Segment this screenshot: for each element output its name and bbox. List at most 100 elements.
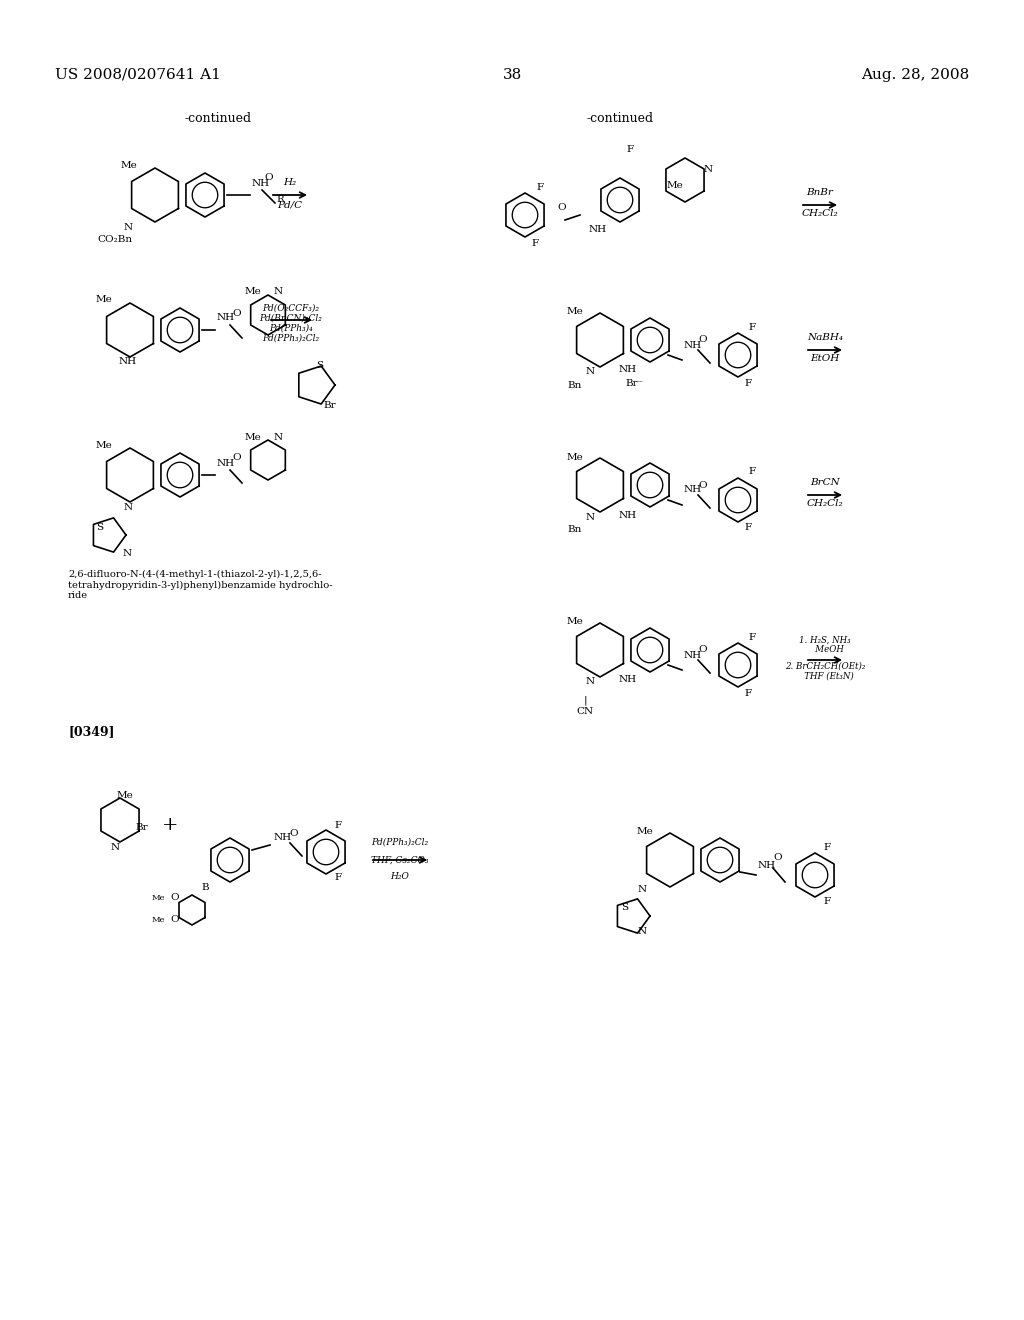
Text: R: R: [276, 195, 284, 205]
Text: NaBH₄: NaBH₄: [807, 333, 843, 342]
Text: Br: Br: [324, 400, 336, 409]
Text: O: O: [558, 202, 566, 211]
Text: N: N: [111, 842, 120, 851]
Text: Pd(PPh₃)₂Cl₂: Pd(PPh₃)₂Cl₂: [372, 838, 429, 847]
Text: O: O: [264, 173, 273, 181]
Text: -continued: -continued: [587, 112, 653, 125]
Text: O: O: [171, 916, 179, 924]
Text: H₂: H₂: [284, 178, 297, 187]
Text: Me: Me: [117, 791, 133, 800]
Text: CH₂Cl₂: CH₂Cl₂: [802, 209, 839, 218]
Text: -continued: -continued: [184, 112, 252, 125]
Text: Me: Me: [566, 453, 584, 462]
Text: Me: Me: [152, 916, 165, 924]
Text: Me: Me: [667, 181, 683, 190]
Text: NH: NH: [217, 458, 236, 467]
Text: F: F: [537, 182, 544, 191]
Text: THF, Cs₂CO₃: THF, Cs₂CO₃: [372, 855, 429, 865]
Text: BnBr: BnBr: [807, 187, 834, 197]
Text: Pd(PPh₃)₂Cl₂: Pd(PPh₃)₂Cl₂: [262, 334, 319, 342]
Text: O: O: [290, 829, 298, 837]
Text: F: F: [744, 379, 752, 388]
Text: US 2008/0207641 A1: US 2008/0207641 A1: [55, 69, 221, 82]
Text: O: O: [698, 335, 708, 345]
Text: BrCN: BrCN: [810, 478, 840, 487]
Text: Bn: Bn: [568, 525, 583, 535]
Text: NH: NH: [684, 486, 702, 495]
Text: 1. H₂S, NH₃: 1. H₂S, NH₃: [799, 636, 851, 645]
Text: B: B: [201, 883, 209, 892]
Text: Br⁻: Br⁻: [626, 379, 644, 388]
Text: 2,6-difluoro-N-(4-(4-methyl-1-(thiazol-2-yl)-1,2,5,6-
tetrahydropyridin-3-yl)phe: 2,6-difluoro-N-(4-(4-methyl-1-(thiazol-2…: [68, 570, 333, 601]
Text: N: N: [637, 886, 646, 895]
Text: N: N: [586, 677, 595, 686]
Text: 2. BrCH₂CH(OEt)₂: 2. BrCH₂CH(OEt)₂: [784, 663, 865, 671]
Text: Me: Me: [95, 441, 113, 450]
Text: O: O: [774, 854, 782, 862]
Text: N: N: [703, 165, 713, 174]
Text: Me: Me: [566, 618, 584, 627]
Text: F: F: [823, 898, 830, 907]
Text: F: F: [744, 524, 752, 532]
Text: N: N: [586, 512, 595, 521]
Text: NH: NH: [589, 226, 607, 235]
Text: NH: NH: [217, 314, 236, 322]
Text: Bn: Bn: [568, 380, 583, 389]
Text: CH₂Cl₂: CH₂Cl₂: [807, 499, 844, 508]
Text: |: |: [584, 696, 587, 705]
Text: Me: Me: [637, 828, 653, 837]
Text: Me: Me: [121, 161, 137, 169]
Text: Pd(BnCN)₂Cl₂: Pd(BnCN)₂Cl₂: [259, 314, 323, 322]
Text: O: O: [232, 309, 242, 318]
Text: EtOH: EtOH: [810, 354, 840, 363]
Text: NH: NH: [684, 341, 702, 350]
Text: CO₂Bn: CO₂Bn: [97, 235, 132, 243]
Text: S: S: [622, 903, 629, 912]
Text: S: S: [316, 360, 324, 370]
Text: Br: Br: [136, 824, 148, 833]
Text: O: O: [698, 480, 708, 490]
Text: MeOH: MeOH: [807, 645, 844, 653]
Text: Me: Me: [152, 894, 165, 902]
Text: H₂O: H₂O: [390, 873, 410, 880]
Text: N: N: [273, 288, 283, 297]
Text: +: +: [162, 816, 178, 834]
Text: NH: NH: [618, 366, 637, 375]
Text: F: F: [627, 145, 634, 154]
Text: F: F: [335, 821, 342, 829]
Text: NH: NH: [618, 676, 637, 685]
Text: F: F: [531, 239, 539, 248]
Text: Aug. 28, 2008: Aug. 28, 2008: [861, 69, 969, 82]
Text: N: N: [123, 549, 131, 557]
Text: F: F: [744, 689, 752, 697]
Text: Me: Me: [245, 288, 261, 297]
Text: [0349]: [0349]: [68, 725, 115, 738]
Text: N: N: [637, 928, 646, 936]
Text: N: N: [124, 503, 132, 511]
Text: O: O: [171, 894, 179, 903]
Text: F: F: [749, 467, 756, 477]
Text: Pd(O₂CCF₃)₂: Pd(O₂CCF₃)₂: [262, 304, 319, 313]
Text: F: F: [823, 842, 830, 851]
Text: 38: 38: [503, 69, 521, 82]
Text: O: O: [698, 645, 708, 655]
Text: F: F: [335, 874, 342, 883]
Text: NH: NH: [274, 833, 292, 842]
Text: CN: CN: [577, 708, 594, 717]
Text: Me: Me: [566, 308, 584, 317]
Text: NH: NH: [684, 651, 702, 660]
Text: NH: NH: [758, 861, 776, 870]
Text: N: N: [273, 433, 283, 441]
Text: Me: Me: [95, 296, 113, 305]
Text: N: N: [586, 367, 595, 376]
Text: O: O: [232, 454, 242, 462]
Text: S: S: [96, 523, 103, 532]
Text: THF (Et₃N): THF (Et₃N): [796, 672, 854, 681]
Text: F: F: [749, 632, 756, 642]
Text: Pd/C: Pd/C: [278, 201, 302, 210]
Text: NH: NH: [252, 178, 270, 187]
Text: F: F: [749, 322, 756, 331]
Text: NH: NH: [618, 511, 637, 520]
Text: Me: Me: [245, 433, 261, 441]
Text: N: N: [124, 223, 132, 231]
